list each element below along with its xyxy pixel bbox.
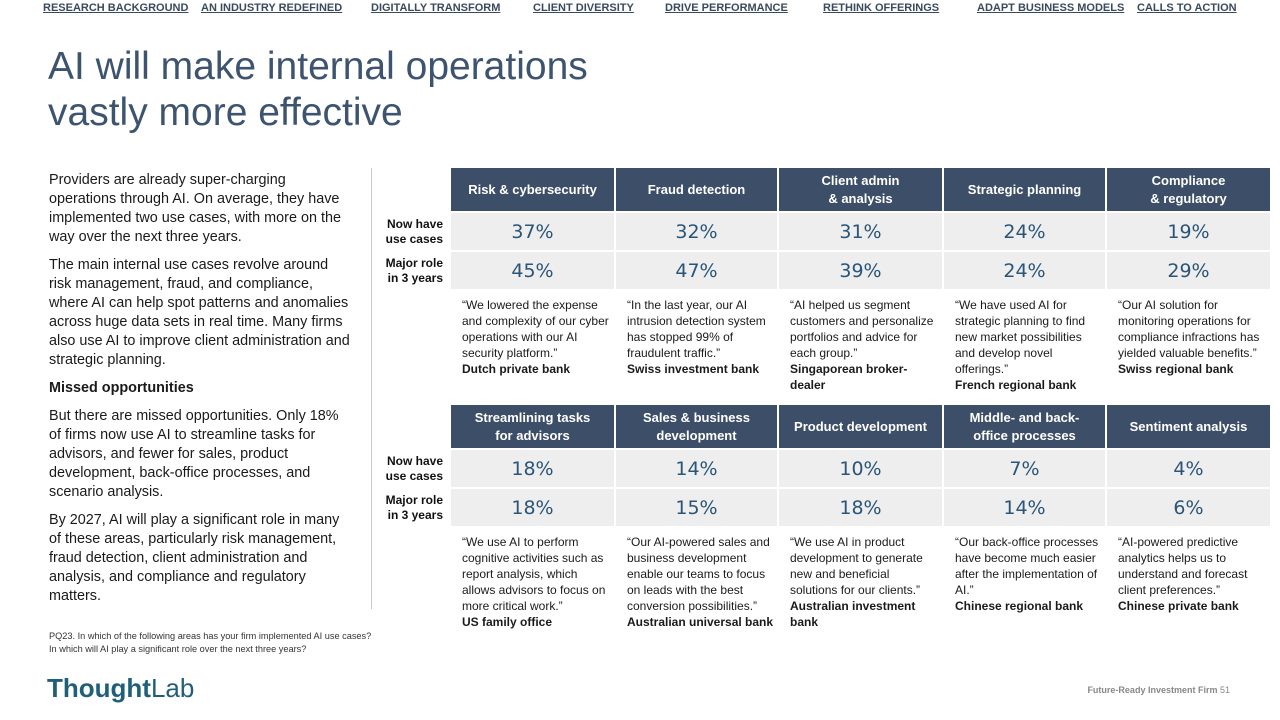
row-label-major: Major role in 3 years <box>385 255 443 285</box>
nav-drive-performance[interactable]: DRIVE PERFORMANCE <box>665 2 788 14</box>
value-cell: 39% <box>779 252 942 289</box>
nav-rethink-offerings[interactable]: RETHINK OFFERINGS <box>823 2 940 14</box>
column-header: Risk & cybersecurity <box>451 168 614 211</box>
footer-label: Future-Ready Investment Firm <box>1087 685 1218 695</box>
column-header: Compliance & regulatory <box>1107 168 1270 211</box>
value-cell: 14% <box>616 450 777 487</box>
quote: “We lowered the expense and complexity o… <box>451 297 614 393</box>
page-footer: Future-Ready Investment Firm 51 <box>1087 685 1230 695</box>
footnote-line-1: PQ23. In which of the following areas ha… <box>49 631 372 641</box>
column-header: Strategic planning <box>944 168 1105 211</box>
column-header: Sentiment analysis <box>1107 405 1270 448</box>
quote: “In the last year, our AI intrusion dete… <box>616 297 777 393</box>
value-cell: 24% <box>944 252 1105 289</box>
value-cell: 18% <box>451 450 614 487</box>
value-cell: 45% <box>451 252 614 289</box>
nav-adapt-business-models[interactable]: ADAPT BUSINESS MODELS <box>977 2 1125 14</box>
nav-client-diversity[interactable]: CLIENT DIVERSITY <box>533 2 634 14</box>
quote-source: Dutch private bank <box>462 362 571 376</box>
vertical-divider <box>371 168 372 609</box>
row-label-now: Now have use cases <box>385 453 443 483</box>
row-label-major: Major role in 3 years <box>385 492 443 522</box>
quote-source: US family office <box>462 615 553 629</box>
intro-text: Providers are already super-charging ope… <box>49 171 351 615</box>
value-cell: 29% <box>1107 252 1270 289</box>
now-have-row: Now have use cases 18% 14% 10% 7% 4% <box>378 450 1270 487</box>
major-role-row: Major role in 3 years 45% 47% 39% 24% 29% <box>378 252 1270 289</box>
nav-research-background[interactable]: RESEARCH BACKGROUND <box>43 2 189 14</box>
quote-source: Swiss regional bank <box>1118 362 1234 376</box>
quote-source: Chinese regional bank <box>955 599 1084 613</box>
value-cell: 15% <box>616 489 777 526</box>
value-cell: 47% <box>616 252 777 289</box>
header-row: Streamlining tasks for advisors Sales & b… <box>451 405 1270 448</box>
quote: “Our AI-powered sales and business devel… <box>627 535 774 629</box>
value-cell: 18% <box>451 489 614 526</box>
intro-paragraph-1: Providers are already super-charging ope… <box>49 172 341 245</box>
quote: “We use AI to perform cognitive activiti… <box>451 534 614 630</box>
quote: “Our AI solution for monitoring operatio… <box>1107 297 1270 393</box>
column-header: Sales & business development <box>616 405 777 448</box>
now-have-row: Now have use cases 37% 32% 31% 24% 19% <box>378 213 1270 250</box>
intro-paragraph-4: By 2027, AI will play a significant role… <box>49 512 340 604</box>
page-number: 51 <box>1219 685 1230 695</box>
quote-source: Australian universal bank <box>627 615 774 629</box>
quote: “We have used AI for strategic planning … <box>944 297 1105 393</box>
column-header: Fraud detection <box>616 168 777 211</box>
value-cell: 32% <box>616 213 777 250</box>
quote-source: French regional bank <box>955 378 1077 392</box>
missed-opportunities-heading: Missed opportunities <box>49 380 194 396</box>
column-header: Middle- and back-office processes <box>944 405 1105 448</box>
quote-source: Singaporean broker-dealer <box>790 362 908 392</box>
value-cell: 10% <box>779 450 942 487</box>
column-header: Streamlining tasks for advisors <box>451 405 614 448</box>
value-cell: 24% <box>944 213 1105 250</box>
value-cell: 18% <box>779 489 942 526</box>
column-header: Client admin & analysis <box>779 168 942 211</box>
thoughtlab-logo[interactable]: ThoughtLab <box>47 673 195 703</box>
quotes-row: “We use AI to perform cognitive activiti… <box>451 534 1270 630</box>
quote: “Our back-office processes have become m… <box>944 534 1105 630</box>
use-case-table-1: Risk & cybersecurity Fraud detection Cli… <box>378 168 1270 393</box>
value-cell: 19% <box>1107 213 1270 250</box>
intro-paragraph-2: The main internal use cases revolve arou… <box>49 257 350 368</box>
row-label-now: Now have use cases <box>385 216 443 246</box>
footnote: PQ23. In which of the following areas ha… <box>49 630 409 656</box>
top-nav: RESEARCH BACKGROUND AN INDUSTRY REDEFINE… <box>0 0 1280 20</box>
quote-source: Chinese private bank <box>1118 599 1239 613</box>
value-cell: 31% <box>779 213 942 250</box>
value-cell: 4% <box>1107 450 1270 487</box>
intro-paragraph-3: But there are missed opportunities. Only… <box>49 408 339 500</box>
use-case-table-2: Streamlining tasks for advisors Sales & b… <box>378 405 1270 630</box>
quotes-row: “We lowered the expense and complexity o… <box>451 297 1270 393</box>
quote: “We use AI in product development to gen… <box>779 534 942 630</box>
nav-calls-to-action[interactable]: CALLS TO ACTION <box>1137 2 1237 14</box>
quote: “AI-powered predictive analytics helps u… <box>1107 534 1270 630</box>
value-cell: 7% <box>944 450 1105 487</box>
header-row: Risk & cybersecurity Fraud detection Cli… <box>451 168 1270 211</box>
footnote-line-2: In which will AI play a significant role… <box>49 644 307 654</box>
major-role-row: Major role in 3 years 18% 15% 18% 14% 6% <box>378 489 1270 526</box>
quote: “AI helped us segment customers and pers… <box>779 297 942 393</box>
column-header: Product development <box>779 405 942 448</box>
page-title: AI will make internal operations vastly … <box>48 45 588 134</box>
quote-source: Swiss investment bank <box>627 362 760 376</box>
value-cell: 37% <box>451 213 614 250</box>
value-cell: 6% <box>1107 489 1270 526</box>
quote-source: Australian investment bank <box>790 599 916 629</box>
nav-industry-redefined[interactable]: AN INDUSTRY REDEFINED <box>201 2 343 14</box>
nav-digitally-transform[interactable]: DIGITALLY TRANSFORM <box>371 2 501 14</box>
value-cell: 14% <box>944 489 1105 526</box>
